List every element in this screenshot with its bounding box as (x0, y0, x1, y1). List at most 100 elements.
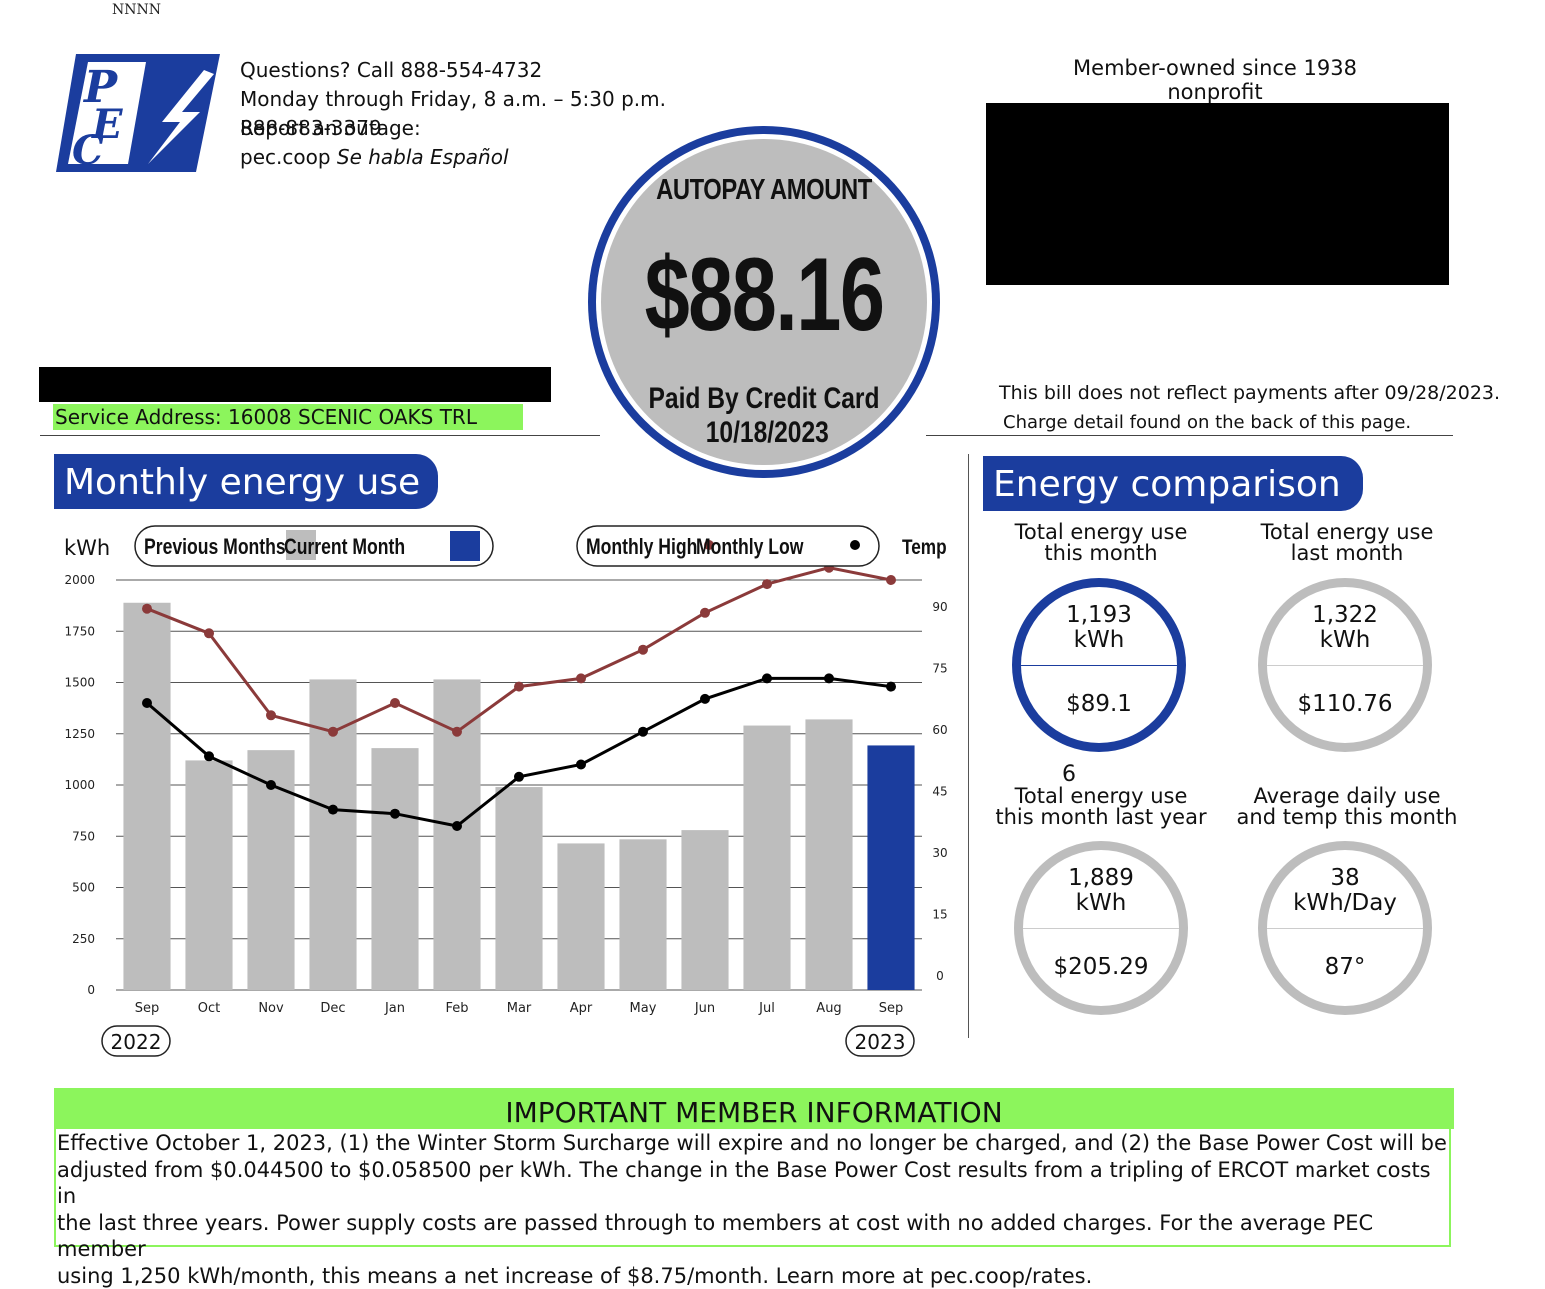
redacted-block-right (986, 103, 1449, 285)
paid-by-label: Paid By Credit Card (615, 382, 913, 416)
bar-previous-month (433, 679, 480, 990)
contact-hours: Monday through Friday, 8 a.m. – 5:30 p.m… (240, 85, 666, 114)
monthly-low-point (142, 698, 152, 708)
monthly-high-point (638, 645, 648, 655)
x-axis-tick-label: Mar (507, 1001, 532, 1016)
comparison-card-title-line1: Total energy use (1232, 522, 1462, 543)
monthly-low-point (638, 727, 648, 737)
x-axis-tick-label: Jun (694, 1001, 715, 1016)
bar-previous-month (557, 843, 604, 990)
monthly-high-point (266, 710, 276, 720)
comparison-card-title-line2: and temp this month (1232, 807, 1462, 828)
service-address: Service Address: 16008 SCENIC OAKS TRL (53, 404, 523, 430)
y2-axis-tick-label: 30 (932, 846, 947, 860)
monthly-low-point (266, 780, 276, 790)
pec-logo: P E C (54, 52, 222, 176)
autopay-payment-method: Paid By Credit Card 10/18/2023 (615, 382, 913, 450)
monthly-high-line (147, 568, 891, 732)
divider-left (40, 435, 600, 436)
legend-current-swatch (450, 531, 480, 561)
comparison-card-value: $205.29 (1023, 954, 1179, 980)
year-start-label: 2022 (111, 1030, 162, 1054)
y-axis-tick-label: 0 (87, 983, 95, 997)
member-owned-since: Member-owned since 1938 (1030, 56, 1400, 80)
comparison-card-title-line1: Total energy use (986, 786, 1216, 807)
monthly-high-point (576, 673, 586, 683)
monthly-low-point (886, 682, 896, 692)
comparison-card-value: $110.76 (1267, 691, 1423, 717)
bar-previous-month (185, 760, 232, 990)
x-axis-tick-label: Jan (384, 1001, 405, 1016)
x-axis-tick-label: Jul (758, 1001, 775, 1016)
stray-digit: 6 (1062, 762, 1076, 787)
x-axis-tick-label: Nov (258, 1001, 284, 1016)
comparison-card-usage-unit: kWh (1023, 891, 1179, 916)
y2-axis-tick-label: 15 (932, 908, 947, 922)
bar-current-month (867, 745, 914, 990)
contact-website-link[interactable]: pec.coop (240, 145, 331, 169)
bill-notice-line2: Charge detail found on the back of this … (999, 408, 1500, 438)
y-axis-tick-label: 250 (72, 932, 95, 946)
paid-date: 10/18/2023 (615, 416, 913, 450)
comparison-card-usage-value: 1,889 (1023, 866, 1179, 891)
contact-spanish: Se habla Español (337, 145, 509, 169)
monthly-low-point (576, 760, 586, 770)
contact-phone: Questions? Call 888-554-4732 (240, 56, 666, 85)
legend-low-label: Monthly Low (696, 535, 804, 559)
comparison-card-value: 87° (1267, 954, 1423, 980)
bar-previous-month (123, 603, 170, 990)
contact-outage-phone: 888-883-3379 (240, 114, 382, 143)
bill-notice: This bill does not reflect payments afte… (999, 378, 1500, 438)
legend-previous-label: Previous Months (144, 535, 286, 559)
y2-axis-label: Temp (902, 537, 947, 560)
important-info-line4: using 1,250 kWh/month, this means a net … (57, 1263, 1449, 1289)
important-info-line1: Effective October 1, 2023, (1) the Winte… (57, 1130, 1449, 1157)
monthly-low-point (762, 673, 772, 683)
comparison-card-title-line1: Average daily use (1232, 786, 1462, 807)
monthly-low-point (452, 821, 462, 831)
bill-notice-line1: This bill does not reflect payments afte… (999, 378, 1500, 408)
monthly-high-point (700, 608, 710, 618)
legend-low-marker (850, 540, 860, 550)
monthly-low-point (514, 772, 524, 782)
comparison-card-title-line2: this month (986, 543, 1216, 564)
y2-axis-tick-label: 0 (936, 969, 944, 983)
important-info-line2: adjusted from $0.044500 to $0.058500 per… (57, 1157, 1449, 1210)
x-axis-tick-label: Apr (570, 1001, 593, 1016)
monthly-low-point (824, 673, 834, 683)
y2-axis-tick-label: 75 (932, 662, 947, 676)
redacted-block-left (39, 367, 551, 402)
x-axis-tick-label: May (630, 1001, 657, 1016)
monthly-high-point (514, 682, 524, 692)
y2-axis-tick-label: 45 (932, 785, 947, 799)
comparison-card-usage-value: 38 (1267, 866, 1423, 891)
comparison-card-title-line2: last month (1232, 543, 1462, 564)
energy-comparison-header: Energy comparison (983, 456, 1363, 511)
x-axis-tick-label: Sep (135, 1001, 160, 1016)
x-axis-tick-label: Oct (198, 1001, 220, 1016)
year-end-label: 2023 (855, 1030, 906, 1054)
comparison-card-divider (1021, 665, 1177, 666)
important-info-title: IMPORTANT MEMBER INFORMATION (54, 1088, 1454, 1129)
monthly-high-point (390, 698, 400, 708)
monthly-low-point (700, 694, 710, 704)
autopay-amount: $88.16 (622, 236, 906, 355)
bar-previous-month (495, 787, 542, 990)
y-axis-tick-label: 2000 (64, 573, 95, 587)
comparison-card-usage-unit: kWh (1267, 628, 1423, 653)
comparison-card-usage-value: 1,193 (1021, 603, 1177, 628)
monthly-high-point (328, 727, 338, 737)
y2-axis-tick-label: 60 (932, 723, 947, 737)
legend-high-label: Monthly High (586, 535, 697, 559)
monthly-high-point (142, 604, 152, 614)
y2-axis-tick-label: 90 (932, 600, 947, 614)
